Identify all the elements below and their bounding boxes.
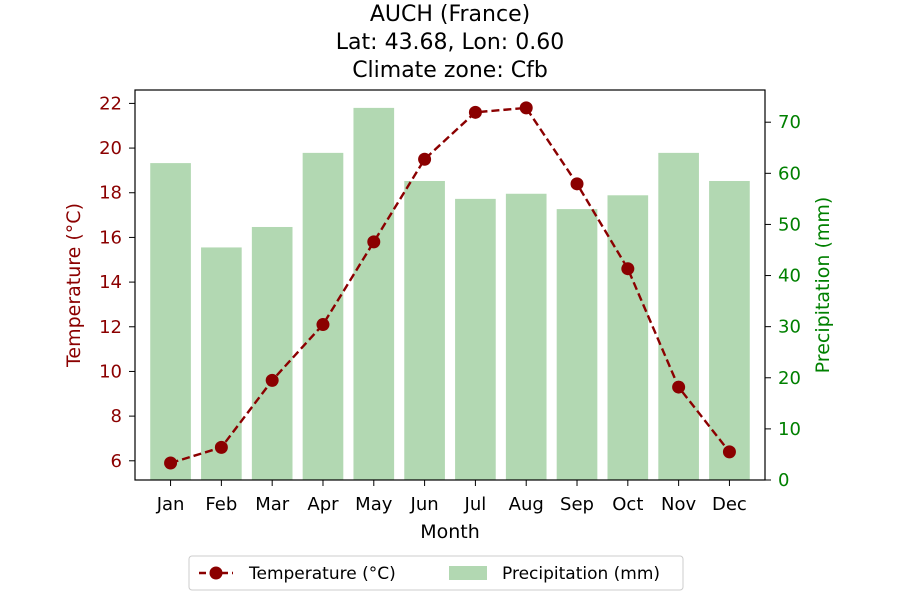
temperature-points <box>164 101 736 470</box>
left-tick-label: 8 <box>111 406 122 427</box>
precipitation-bar-apr <box>302 152 344 481</box>
x-tick-label: Sep <box>560 494 594 515</box>
legend-temperature-label: Temperature (°C) <box>248 564 396 584</box>
precipitation-bar-mar <box>251 226 293 480</box>
precipitation-bars <box>150 107 750 481</box>
x-tick-label: Jun <box>410 494 439 515</box>
title-line-3: Climate zone: Cfb <box>352 58 548 83</box>
temperature-point-apr <box>316 318 330 332</box>
x-tick-label: Mar <box>255 494 290 515</box>
precipitation-bar-aug <box>505 193 547 480</box>
legend-temperature-marker <box>209 566 223 580</box>
temperature-point-jul <box>468 105 482 119</box>
left-axis-label: Temperature (°C) <box>63 203 85 368</box>
precipitation-bar-may <box>353 107 395 481</box>
temperature-point-feb <box>214 440 228 454</box>
left-tick-label: 10 <box>99 361 122 382</box>
temperature-point-sep <box>570 177 584 191</box>
x-tick-label: Feb <box>205 494 237 515</box>
left-tick-label: 12 <box>99 317 122 338</box>
x-tick-label: Aug <box>509 494 544 515</box>
title-line-2: Lat: 43.68, Lon: 0.60 <box>336 30 564 55</box>
left-tick-label: 18 <box>99 183 122 204</box>
legend: Temperature (°C) Precipitation (mm) <box>188 555 684 591</box>
precipitation-bar-oct <box>607 195 649 480</box>
right-tick-label: 70 <box>778 112 801 133</box>
left-tick-label: 16 <box>99 227 122 248</box>
temperature-point-nov <box>672 380 686 394</box>
x-tick-label: Nov <box>661 494 696 515</box>
right-tick-label: 40 <box>778 266 801 287</box>
x-axis-label: Month <box>420 521 480 543</box>
chart-title: AUCH (France) Lat: 43.68, Lon: 0.60 Clim… <box>336 2 564 83</box>
right-tick-label: 50 <box>778 214 801 235</box>
precipitation-bar-jul <box>455 198 496 480</box>
temperature-point-dec <box>722 445 736 459</box>
x-tick-label: Apr <box>307 494 339 515</box>
legend-precipitation-label: Precipitation (mm) <box>502 564 660 584</box>
precipitation-bar-nov <box>658 152 699 481</box>
right-tick-label: 60 <box>778 163 801 184</box>
title-line-1: AUCH (France) <box>370 2 530 27</box>
left-tick-label: 14 <box>99 272 122 293</box>
right-tick-label: 30 <box>778 317 801 338</box>
precipitation-bar-sep <box>556 209 598 480</box>
precipitation-bar-jun <box>404 180 445 480</box>
temperature-point-jan <box>164 456 178 470</box>
legend-precipitation-patch <box>449 566 487 580</box>
x-tick-label: Dec <box>712 494 747 515</box>
x-tick-label: Jul <box>464 494 487 515</box>
left-axis-ticks: 6 8 10 12 14 16 18 20 22 <box>99 93 135 472</box>
precipitation-bar-dec <box>709 180 750 480</box>
left-tick-label: 20 <box>99 138 122 159</box>
x-axis-ticks: Jan Feb Mar Apr May Jun Jul Aug Sep Oct Nov Dec <box>156 480 747 515</box>
temperature-series-line <box>170 106 731 465</box>
x-tick-label: May <box>355 494 393 515</box>
x-tick-label: Oct <box>612 494 643 515</box>
temperature-point-mar <box>265 373 279 387</box>
right-axis-ticks: 0 10 20 30 40 50 60 70 <box>765 112 801 491</box>
left-tick-label: 6 <box>111 451 122 472</box>
left-tick-label: 22 <box>99 93 122 114</box>
temperature-point-may <box>367 235 381 249</box>
temperature-point-oct <box>621 262 635 276</box>
temperature-point-aug <box>519 101 533 115</box>
plot-area-frame <box>134 89 766 481</box>
x-tick-label: Jan <box>156 494 185 515</box>
right-tick-label: 10 <box>778 419 801 440</box>
legend-box <box>188 555 684 591</box>
right-axis-label: Precipitation (mm) <box>812 197 834 374</box>
right-tick-label: 0 <box>778 470 789 491</box>
temperature-point-jun <box>418 152 432 166</box>
right-tick-label: 20 <box>778 368 801 389</box>
precipitation-bar-jan <box>150 163 191 480</box>
temperature-line <box>170 106 731 465</box>
